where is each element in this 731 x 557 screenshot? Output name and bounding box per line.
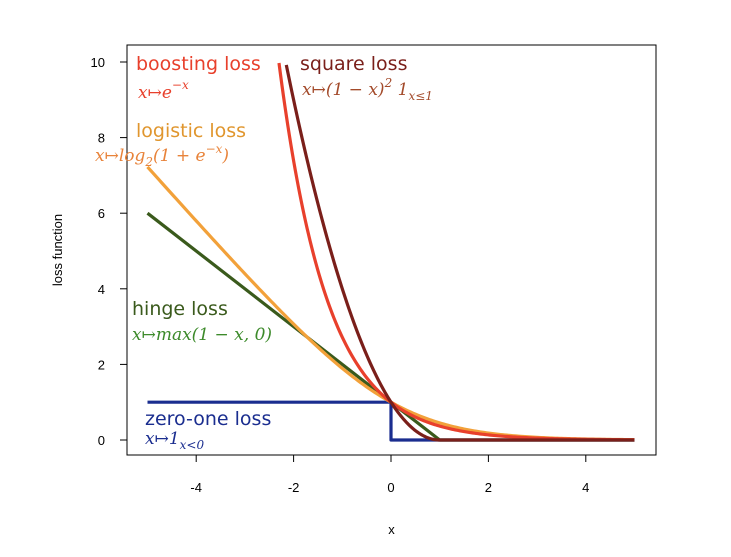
logistic-loss-formula: x↦log2(1 + e−x) (95, 142, 229, 169)
annotation-zero-one: zero-one loss x↦1x<0 (145, 408, 271, 452)
logistic-formula-sup: −x (206, 142, 223, 156)
square-formula-sup: 2 (384, 76, 393, 90)
hinge-loss-formula: x↦max(1 − x, 0) (132, 325, 272, 345)
series-layer (146, 62, 635, 442)
boosting-loss-formula: x↦e−x (138, 78, 189, 103)
boosting-loss-name: boosting loss (136, 53, 261, 75)
y-tick-label: 8 (98, 131, 105, 146)
x-axis: -4 -2 0 2 4 (190, 455, 589, 495)
square-formula-base: x↦(1 − x) (302, 80, 385, 100)
y-tick-label: 6 (98, 206, 105, 221)
logistic-formula-close: ) (221, 146, 229, 166)
zero-one-formula-sub: x<0 (180, 438, 205, 452)
x-tick-label: 4 (582, 480, 589, 495)
x-tick-label: 2 (485, 480, 492, 495)
logistic-formula-sub: 2 (144, 155, 153, 169)
square-formula-tail: 1 (392, 80, 408, 100)
x-axis-label: x (388, 522, 395, 537)
logistic-formula-base: x↦log (95, 146, 146, 166)
plot-frame (126, 44, 657, 456)
boosting-formula-sup: −x (172, 78, 189, 92)
x-tick-label: -4 (190, 480, 202, 495)
annotation-square: square loss x↦(1 − x)2 1x≤1 (300, 53, 433, 103)
annotation-boosting: boosting loss x↦e−x (136, 53, 261, 103)
boosting-formula-base: x↦e (138, 83, 172, 103)
hinge-loss-name: hinge loss (132, 298, 228, 320)
y-tick-label: 0 (98, 433, 105, 448)
y-tick-label: 10 (91, 55, 105, 70)
y-axis: 0 2 4 6 8 10 (91, 55, 127, 448)
square-loss-name: square loss (300, 53, 407, 75)
zero-one-loss-formula: x↦1x<0 (145, 429, 204, 452)
annotation-hinge: hinge loss x↦max(1 − x, 0) (132, 298, 272, 345)
y-axis-label: loss function (50, 214, 65, 286)
logistic-loss-name: logistic loss (136, 120, 246, 142)
square-formula-sub: x≤1 (408, 89, 432, 103)
y-tick-label: 2 (98, 357, 105, 372)
zero-one-loss-name: zero-one loss (145, 408, 271, 430)
square-loss-formula: x↦(1 − x)2 1x≤1 (302, 76, 433, 103)
annotation-logistic: logistic loss x↦log2(1 + e−x) (95, 120, 246, 169)
square-loss-line (284, 64, 635, 442)
x-tick-label: -2 (288, 480, 300, 495)
logistic-formula-tail: (1 + e (153, 146, 206, 166)
zero-one-formula-base: x↦1 (145, 429, 180, 449)
x-tick-label: 0 (387, 480, 394, 495)
y-tick-label: 4 (98, 282, 105, 297)
